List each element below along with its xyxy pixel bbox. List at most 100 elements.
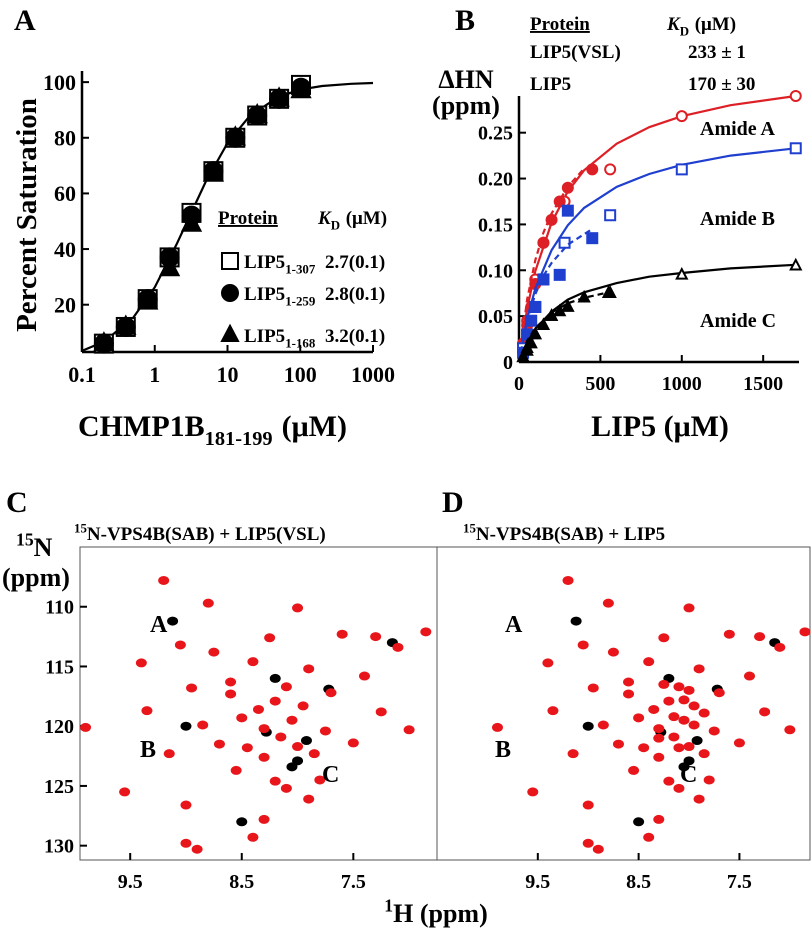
peak <box>678 715 690 725</box>
marker <box>115 314 137 335</box>
peak <box>141 706 153 716</box>
marker <box>586 232 599 245</box>
peak <box>693 794 705 804</box>
peak <box>370 632 382 642</box>
annotation: C <box>680 762 697 788</box>
text-part: LIP5 <box>244 326 285 347</box>
text-part: 1 <box>384 896 393 916</box>
annotation: Amide B <box>700 208 775 230</box>
peak <box>347 738 359 748</box>
peak <box>653 814 665 824</box>
marker <box>529 300 542 313</box>
peak <box>292 603 304 613</box>
marker <box>561 181 574 194</box>
peak <box>258 752 270 762</box>
peak <box>693 664 705 674</box>
peak <box>292 756 304 766</box>
peak <box>713 688 725 698</box>
peak <box>158 575 170 585</box>
legend-header: Protein <box>530 14 590 35</box>
marker <box>553 195 566 208</box>
peak <box>180 838 192 848</box>
marker <box>675 110 688 123</box>
peak <box>688 720 700 730</box>
annotation: C <box>322 762 339 788</box>
y-axis-label: (ppm) <box>2 563 70 592</box>
annotation: Amide C <box>700 310 776 332</box>
peak <box>80 722 92 732</box>
peak <box>691 736 703 746</box>
x-tick-label: 1 <box>149 362 160 387</box>
peak <box>607 647 619 657</box>
x-tick-label: 0.1 <box>68 362 96 387</box>
peak <box>673 682 685 692</box>
peak <box>225 677 237 687</box>
peak <box>668 732 680 742</box>
y-tick-label: 130 <box>44 836 74 858</box>
peak <box>653 733 665 743</box>
legend-label: LIP5(VSL) <box>530 42 621 63</box>
peak <box>683 685 695 695</box>
peak <box>202 598 214 608</box>
y-tick-label: 120 <box>44 716 74 738</box>
peak <box>577 640 589 650</box>
text-part: 15 <box>16 530 34 550</box>
text-part: D <box>680 24 689 39</box>
text-part: CHMP1B <box>78 410 205 443</box>
peak <box>319 726 331 736</box>
y-tick-label: 80 <box>54 125 76 150</box>
y-tick-label: 0.20 <box>478 169 513 191</box>
peak <box>336 629 348 639</box>
legend-value: 2.7(0.1) <box>325 252 385 273</box>
plot-frame <box>436 546 811 861</box>
peak <box>191 844 203 854</box>
peak <box>638 743 650 753</box>
y-tick-label: 0.15 <box>478 214 513 236</box>
peak <box>698 708 710 718</box>
peak <box>673 783 685 793</box>
legend-header: KD (μM) <box>317 208 387 233</box>
panel-letter: A <box>14 4 36 37</box>
x-tick-label: 7.5 <box>727 871 752 893</box>
peak <box>213 739 225 749</box>
peak <box>663 776 675 786</box>
peak <box>587 683 599 693</box>
peak <box>643 657 655 667</box>
legend-label: LIP51-259 <box>244 284 315 309</box>
peak <box>314 775 326 785</box>
peak <box>269 696 281 706</box>
peak <box>253 704 264 714</box>
x-tick-label: 9.5 <box>525 871 550 893</box>
peak <box>264 633 276 643</box>
peak <box>582 721 594 731</box>
marker <box>789 90 802 102</box>
peak <box>733 738 745 748</box>
peak <box>597 720 609 730</box>
marker <box>675 266 689 280</box>
marker <box>525 314 538 327</box>
y-tick-label: 110 <box>45 597 74 619</box>
marker <box>789 257 803 271</box>
legend-header: Protein <box>218 208 278 229</box>
peak <box>420 627 432 637</box>
y-tick-label: 0 <box>503 352 513 374</box>
peak <box>258 814 270 824</box>
y-tick-label: 100 <box>43 70 76 95</box>
peak <box>491 722 503 732</box>
x-tick-label: 1500 <box>743 373 783 395</box>
peak <box>208 647 220 657</box>
peak <box>286 715 298 725</box>
peak <box>325 688 337 698</box>
peak <box>547 706 559 716</box>
peak <box>197 720 209 730</box>
text-part: LIP5 <box>244 252 285 273</box>
marker <box>516 349 530 363</box>
x-axis-label: LIP5 (μM) <box>591 410 729 443</box>
marker <box>604 163 617 176</box>
annotation: Amide A <box>700 118 776 140</box>
text-part: (μM) <box>695 14 736 35</box>
peak <box>403 725 415 735</box>
peak <box>628 765 640 775</box>
peak <box>582 838 594 848</box>
